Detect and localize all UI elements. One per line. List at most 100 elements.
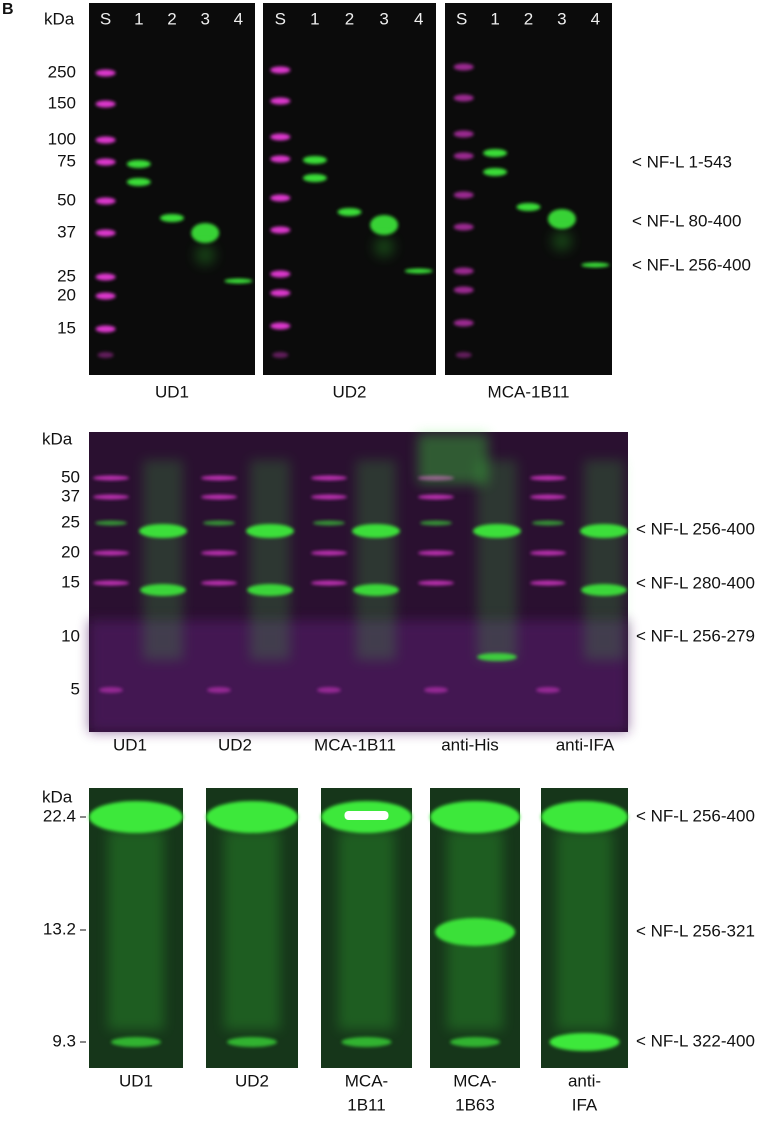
band	[191, 223, 220, 243]
lane-label: MCA-1B11	[314, 735, 396, 754]
band	[302, 174, 327, 182]
strip-label: MCA-	[453, 1071, 496, 1090]
band	[95, 158, 116, 166]
lane-smear	[477, 460, 517, 660]
strip-label: UD1	[119, 1071, 153, 1090]
band	[224, 278, 253, 284]
annotation: < NF-L 1-543	[632, 152, 732, 171]
band	[95, 273, 116, 281]
marker-label: 25	[61, 512, 80, 531]
band	[93, 550, 129, 556]
lane-label: 1	[310, 9, 319, 28]
lane-label: anti-IFA	[556, 735, 615, 754]
band	[227, 1037, 277, 1047]
band	[270, 289, 291, 297]
blot	[445, 3, 612, 375]
marker-label: 5	[71, 679, 80, 698]
overflow-region	[418, 434, 488, 484]
lane-label: 4	[591, 9, 600, 28]
band	[201, 475, 237, 481]
band	[549, 1033, 620, 1051]
band	[246, 524, 294, 538]
band	[93, 475, 129, 481]
band	[370, 215, 399, 235]
band	[477, 653, 517, 661]
strip-smear	[556, 830, 613, 1030]
band	[95, 229, 116, 237]
band	[160, 214, 184, 222]
band	[95, 69, 116, 77]
band	[99, 687, 123, 693]
marker-label: 250	[48, 62, 76, 81]
band	[270, 322, 291, 330]
unit-label: kDa	[42, 787, 73, 806]
blot	[89, 3, 255, 375]
marker-label: 25	[57, 266, 76, 285]
band	[530, 550, 566, 556]
band	[270, 226, 291, 234]
band	[424, 687, 448, 693]
band	[341, 1037, 392, 1047]
band	[530, 494, 566, 500]
band	[93, 580, 129, 586]
band	[270, 97, 291, 105]
band	[201, 494, 237, 500]
lane-label: 4	[414, 9, 423, 28]
lane-label: S	[275, 9, 286, 28]
band	[93, 494, 129, 500]
marker-label: 20	[61, 542, 80, 561]
lane-smear	[584, 460, 624, 660]
annotation: < NF-L 256-400	[636, 806, 755, 825]
band	[453, 286, 474, 294]
marker-label: 37	[57, 222, 76, 241]
lane-label: 2	[167, 9, 176, 28]
band	[270, 155, 291, 163]
lane-smear	[356, 460, 396, 660]
lane-label: 3	[200, 9, 209, 28]
band	[313, 520, 345, 526]
band	[418, 550, 454, 556]
band	[311, 475, 347, 481]
band	[270, 194, 291, 202]
band	[201, 580, 237, 586]
marker-label: 10	[61, 626, 80, 645]
band	[311, 494, 347, 500]
band	[353, 584, 399, 596]
band	[450, 1037, 500, 1047]
lane-label: 2	[345, 9, 354, 28]
annotation: < NF-L 80-400	[632, 211, 741, 230]
annotation: < NF-L 280-400	[636, 573, 755, 592]
strip-label: MCA-	[345, 1071, 388, 1090]
blot-label: MCA-1B11	[488, 382, 570, 401]
band	[418, 580, 454, 586]
band	[453, 130, 474, 138]
lane-label: 1	[134, 9, 143, 28]
band	[530, 475, 566, 481]
band	[581, 584, 627, 596]
band	[95, 325, 116, 333]
lane-label: UD1	[113, 735, 147, 754]
strip-smear	[338, 830, 395, 1030]
annotation: < NF-L 256-400	[636, 519, 755, 538]
band	[140, 584, 186, 596]
annotation: < NF-L 256-321	[636, 921, 755, 940]
band	[532, 520, 564, 526]
band	[551, 231, 572, 251]
band	[418, 494, 454, 500]
lane-label: 2	[524, 9, 533, 28]
band	[311, 550, 347, 556]
marker-label: 50	[57, 190, 76, 209]
band	[453, 94, 474, 102]
panel-label: B	[2, 1, 14, 18]
band	[95, 100, 116, 108]
band	[580, 524, 628, 538]
band	[453, 191, 474, 199]
band	[311, 580, 347, 586]
band	[337, 208, 362, 216]
band	[270, 66, 291, 74]
lane-label: anti-His	[441, 735, 499, 754]
band	[541, 801, 628, 833]
marker-label: 15	[57, 318, 76, 337]
strip-smear	[108, 830, 164, 1030]
band	[453, 267, 474, 275]
